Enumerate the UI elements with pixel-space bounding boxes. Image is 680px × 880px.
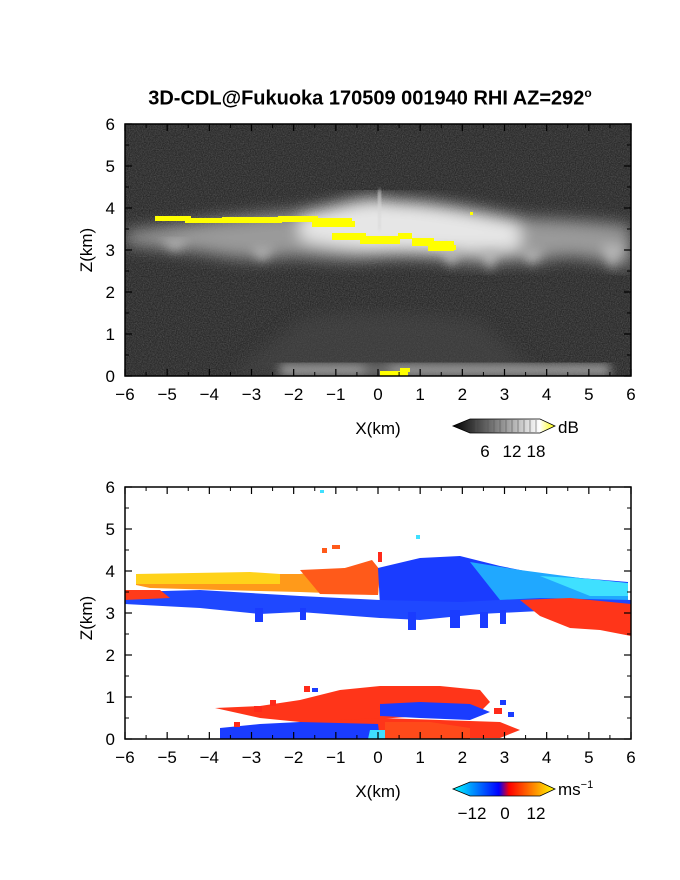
chart-title-text: 3D-CDL@Fukuoka 170509 001940 RHI AZ=292: [148, 87, 585, 110]
velocity-colorbar-unit-base: ms: [558, 780, 581, 799]
backscatter-xtick-label: −2: [284, 385, 303, 404]
velocity-xtick-label: −2: [284, 748, 303, 767]
velocity-ytick-label: 5: [106, 520, 115, 539]
backscatter-ytick-label: 4: [106, 199, 115, 218]
velocity-xtick-label: −5: [157, 748, 176, 767]
velocity-colorbar: ms−1 −12 0 12: [451, 779, 593, 823]
backscatter-xtick-label: −3: [242, 385, 261, 404]
backscatter-ytick-label: 2: [106, 283, 115, 302]
velocity-axes: −6 −5 −4 −3 −2 −1 0 1 2 3 4 5 6 0 1 2 3 4 5 6: [106, 478, 636, 767]
backscatter-colorbar: dB 6 12 18: [451, 418, 579, 461]
velocity-colorbar-tick: 12: [527, 804, 546, 823]
high-intensity-streaks: [155, 212, 473, 376]
backscatter-xtick-label: 0: [373, 385, 382, 404]
backscatter-xtick-label: −5: [157, 385, 176, 404]
backscatter-xtick-label: 6: [626, 385, 635, 404]
backscatter-colorbar-tick: 6: [480, 442, 489, 461]
velocity-xtick-label: −3: [242, 748, 261, 767]
velocity-xlabel: X(km): [355, 782, 400, 801]
backscatter-colorbar-tick: 18: [527, 442, 546, 461]
velocity-colorbar-unit: ms−1: [558, 779, 593, 799]
velocity-xtick-label: 6: [626, 748, 635, 767]
backscatter-heatmap: [125, 124, 631, 376]
velocity-xtick-label: 3: [500, 748, 509, 767]
backscatter-axes: −6 −5 −4 −3 −2 −1 0 1 2 3 4 5 6 0 1 2 3 4 5 6: [106, 115, 636, 404]
backscatter-xtick-label: 1: [415, 385, 424, 404]
velocity-heatmap: [125, 490, 631, 739]
backscatter-ylabel: Z(km): [77, 228, 96, 272]
backscatter-colorbar-bar: [451, 418, 556, 434]
velocity-colorbar-tick: 0: [500, 804, 509, 823]
backscatter-colorbar-tick: 12: [503, 442, 522, 461]
velocity-ytick-label: 4: [106, 562, 115, 581]
backscatter-ytick-label: 5: [106, 157, 115, 176]
velocity-xtick-label: −4: [200, 748, 219, 767]
velocity-ylabel: Z(km): [77, 596, 96, 640]
backscatter-ytick-label: 6: [106, 115, 115, 134]
backscatter-ytick-label: 3: [106, 241, 115, 260]
velocity-xtick-label: 0: [373, 748, 382, 767]
velocity-ytick-label: 1: [106, 688, 115, 707]
backscatter-ytick-label: 1: [106, 325, 115, 344]
velocity-ytick-label: 0: [106, 730, 115, 749]
velocity-xtick-label: −6: [115, 748, 134, 767]
velocity-ytick-label: 3: [106, 604, 115, 623]
velocity-colorbar-bar: [451, 781, 556, 797]
backscatter-xtick-label: 2: [458, 385, 467, 404]
chart-title: 3D-CDL@Fukuoka 170509 001940 RHI AZ=292o: [0, 86, 680, 111]
velocity-xtick-label: −1: [326, 748, 345, 767]
velocity-xtick-label: 5: [584, 748, 593, 767]
velocity-ytick-label: 6: [106, 478, 115, 497]
degree-symbol: o: [584, 86, 592, 100]
backscatter-ytick-label: 0: [106, 367, 115, 386]
velocity-xtick-label: 4: [542, 748, 551, 767]
backscatter-colorbar-unit: dB: [558, 418, 579, 437]
backscatter-xtick-label: 3: [500, 385, 509, 404]
backscatter-xtick-label: −6: [115, 385, 134, 404]
velocity-colorbar-tick: −12: [458, 804, 487, 823]
velocity-xtick-label: 1: [415, 748, 424, 767]
backscatter-xtick-label: −4: [200, 385, 219, 404]
backscatter-xtick-label: 5: [584, 385, 593, 404]
backscatter-xtick-label: 4: [542, 385, 551, 404]
backscatter-xlabel: X(km): [355, 419, 400, 438]
backscatter-xtick-label: −1: [326, 385, 345, 404]
velocity-colorbar-unit-exponent: −1: [581, 779, 594, 791]
velocity-ytick-label: 2: [106, 646, 115, 665]
velocity-xtick-label: 2: [458, 748, 467, 767]
